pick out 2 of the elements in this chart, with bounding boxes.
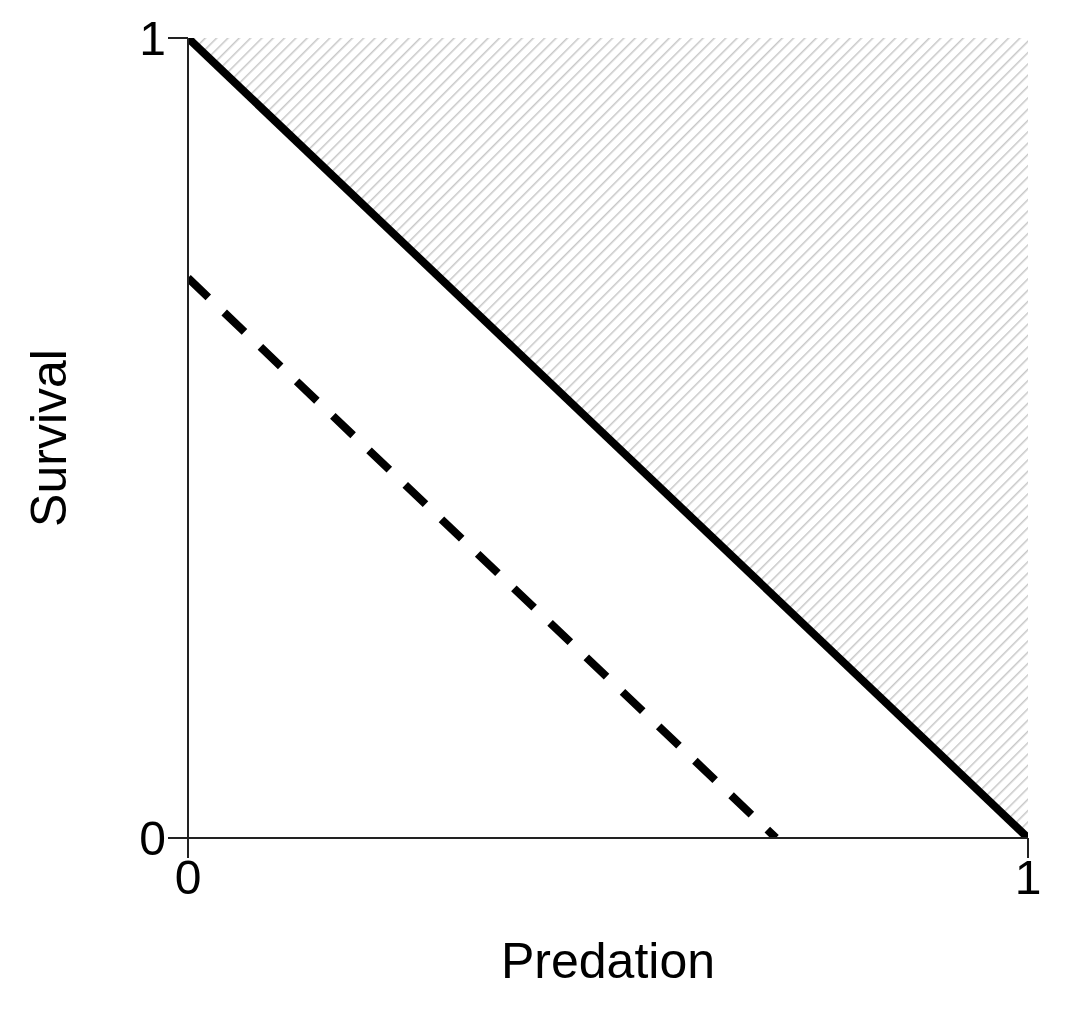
y-axis-title: Survival xyxy=(20,349,77,527)
x-axis-title: Predation xyxy=(500,933,716,989)
